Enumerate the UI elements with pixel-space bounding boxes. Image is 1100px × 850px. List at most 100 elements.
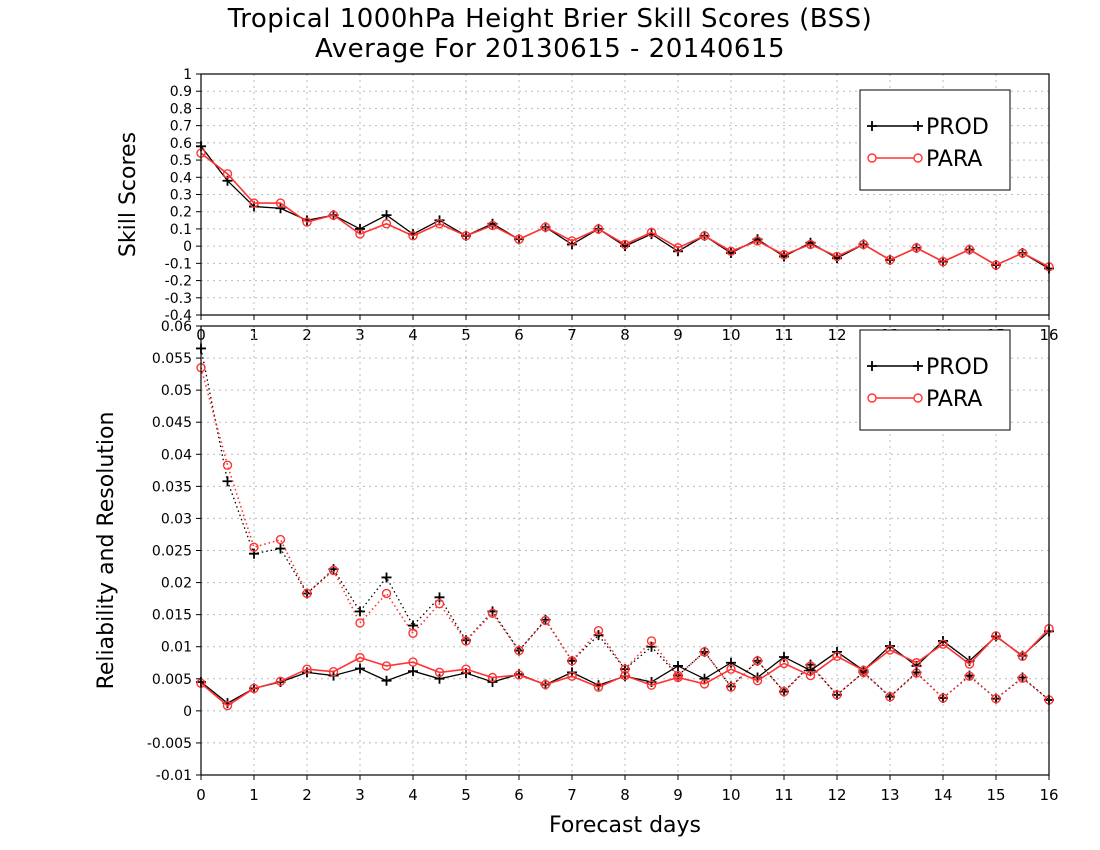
x-tick-label: 4: [408, 786, 418, 804]
y-tick-label: 0: [183, 239, 192, 255]
y-tick-label: -0.005: [147, 736, 192, 752]
data-point-para: [249, 198, 259, 208]
data-point-prod: [673, 660, 683, 671]
series-line-para-solid: [200, 628, 1050, 707]
data-point-para: [858, 239, 869, 250]
x-tick-label: 9: [673, 326, 683, 344]
y-tick-label: 0.9: [170, 84, 192, 100]
chart-panel-1: -0.4-0.3-0.2 -0.100.10.20.3 0.40.50.60.7 0.…: [116, 67, 1059, 344]
data-point-para: [275, 534, 286, 545]
data-point-para: [885, 692, 895, 702]
data-point-para: [699, 231, 710, 241]
data-point-para: [1017, 673, 1028, 683]
data-point-para: [381, 219, 392, 229]
data-point-para: [885, 255, 895, 265]
data-point-prod: [434, 592, 445, 603]
data-point-para: [593, 224, 604, 234]
legend-box: [859, 329, 1011, 431]
data-point-para: [991, 260, 1001, 270]
data-point-para: [381, 588, 392, 599]
x-axis-label: Forecast days: [549, 813, 701, 838]
data-point-para: [673, 243, 683, 253]
data-point-prod: [726, 657, 736, 668]
data-point-para: [699, 647, 710, 657]
data-point-para: [911, 243, 922, 253]
y-tick-label: 0.01: [161, 640, 192, 656]
data-point-para: [408, 628, 418, 638]
x-tick-label: 0: [196, 786, 206, 804]
data-point-para: [487, 608, 498, 619]
data-point-para: [858, 665, 869, 676]
data-point-para: [514, 670, 524, 680]
y-tick-label: 0.7: [170, 119, 192, 135]
x-tick-label: 1: [249, 786, 259, 804]
y-tick-label: 0.035: [152, 479, 192, 495]
y-tick-label: 0.03: [161, 511, 192, 527]
data-point-para: [249, 542, 259, 552]
data-point-para: [832, 690, 842, 700]
data-point-para: [593, 682, 604, 692]
series-line-para-solid: [200, 152, 1050, 268]
data-point-para: [328, 210, 339, 220]
data-point-para: [328, 667, 339, 677]
y-tick-label: 0.055: [152, 351, 192, 367]
x-tick-label: 2: [302, 326, 312, 344]
data-point-prod: [699, 673, 710, 684]
y-tick-label: 0.005: [152, 672, 192, 688]
y-tick-label: 0.02: [161, 576, 192, 592]
data-point-para: [275, 676, 286, 687]
y-tick-label: 0.2: [170, 205, 192, 221]
y-tick-label: -0.3: [165, 291, 192, 307]
data-point-para: [726, 246, 736, 257]
data-point-para: [514, 645, 524, 656]
data-point-para: [302, 217, 312, 227]
data-point-para: [408, 231, 418, 241]
data-point-para: [752, 676, 763, 686]
data-point-para: [567, 236, 577, 246]
data-point-para: [805, 670, 816, 681]
data-point-para: [222, 169, 233, 179]
legend-marker-prod: [913, 361, 923, 371]
data-point-prod: [249, 548, 259, 559]
data-point-prod: [381, 210, 392, 221]
data-point-para: [275, 198, 286, 208]
data-point-prod: [805, 665, 816, 676]
data-point-para: [355, 229, 365, 239]
data-point-para: [302, 664, 312, 674]
x-tick-label: 7: [567, 326, 577, 344]
data-point-para: [249, 683, 259, 694]
data-point-para: [434, 667, 445, 678]
x-tick-label: 10: [721, 326, 740, 344]
legend-marker-para: [913, 393, 923, 403]
y-axis-label: Reliability and Resolution: [94, 412, 119, 690]
y-tick-label: -0.1: [165, 256, 192, 272]
data-point-para: [567, 671, 577, 681]
y-tick-label: -0.01: [156, 768, 192, 784]
data-point-para: [752, 236, 763, 246]
x-tick-label: 3: [355, 326, 365, 344]
data-point-para: [461, 636, 471, 646]
data-point-para: [461, 664, 471, 674]
legend-label-prod: PROD: [926, 115, 989, 140]
legend-label-prod: PROD: [926, 355, 989, 380]
data-point-para: [938, 693, 948, 703]
data-point-prod: [355, 606, 365, 617]
x-tick-label: 4: [408, 326, 418, 344]
data-point-para: [328, 565, 339, 576]
data-point-prod: [381, 675, 392, 686]
data-point-para: [885, 645, 895, 655]
y-tick-label: -0.2: [165, 274, 192, 290]
data-point-para: [646, 227, 657, 238]
data-point-para: [434, 599, 445, 609]
data-point-prod: [646, 641, 657, 652]
x-tick-label: 16: [1039, 786, 1058, 804]
x-tick-label: 12: [827, 326, 846, 344]
x-tick-label: 3: [355, 786, 365, 804]
data-point-para: [408, 657, 418, 667]
data-point-prod: [381, 572, 392, 583]
data-point-para: [567, 656, 577, 666]
data-point-para: [540, 222, 551, 232]
data-point-prod: [408, 666, 418, 677]
data-point-para: [699, 679, 710, 689]
